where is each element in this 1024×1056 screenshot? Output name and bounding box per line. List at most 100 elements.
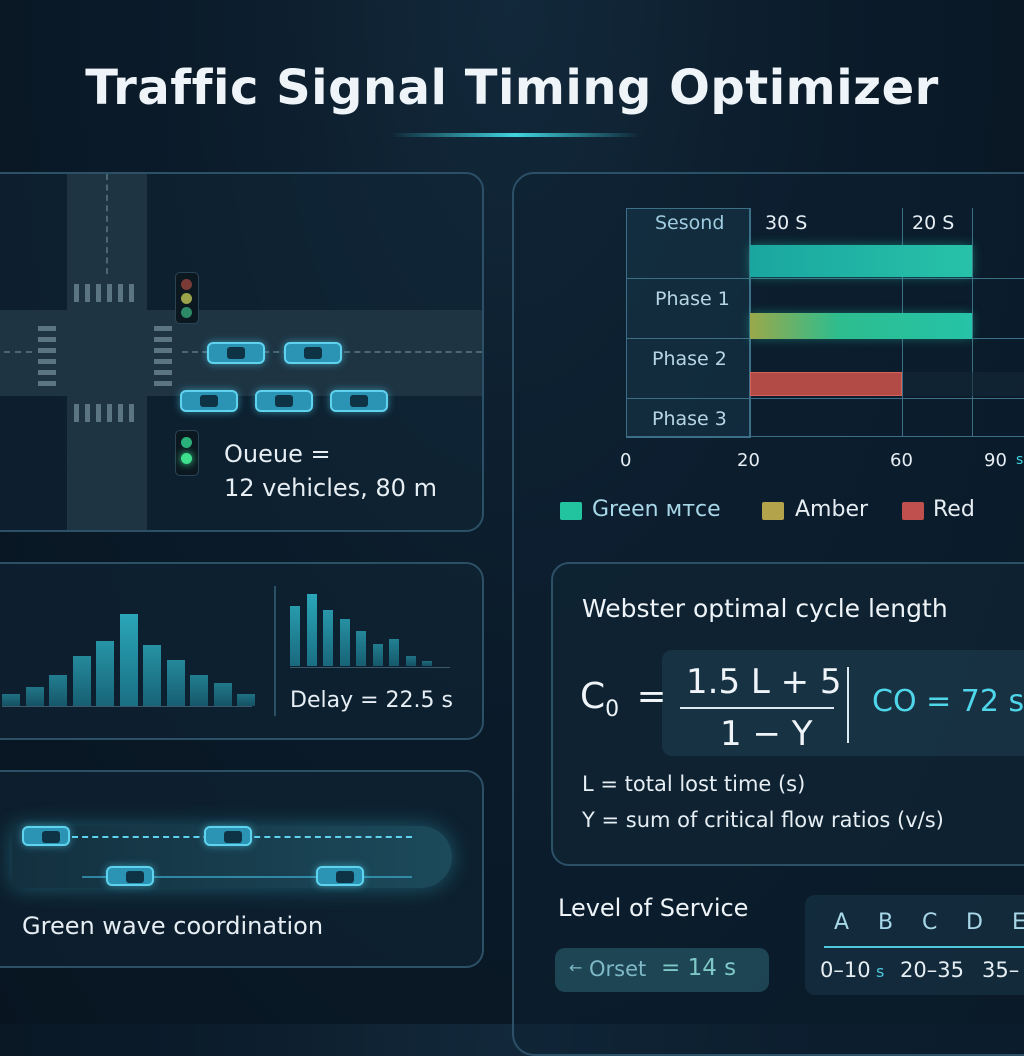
histogram-bar — [166, 660, 185, 706]
formula-equals: = — [636, 676, 667, 717]
formula-denominator: 1 − Y — [720, 714, 813, 754]
intersection-panel: Oueue = 12 vehicles, 80 m — [0, 172, 484, 532]
histogram-bar — [25, 687, 44, 706]
los-range: 35– — [982, 958, 1020, 982]
car-icon — [330, 390, 388, 412]
crosswalk-south — [74, 404, 140, 422]
axis-unit: s — [1016, 452, 1024, 468]
car-icon — [106, 866, 154, 886]
car-icon — [207, 342, 265, 364]
delay-panel: Delay = 22.5 s — [0, 562, 484, 740]
formula-c: C — [580, 676, 606, 717]
car-icon — [316, 866, 364, 886]
queue-value: 12 vehicles, 80 m — [224, 474, 437, 502]
histogram-baseline — [290, 667, 450, 668]
los-grade: E — [1012, 910, 1024, 935]
axis-tick: 20 — [737, 450, 760, 471]
definition-Y: Y = sum of critical flow ratios (v/s) — [582, 808, 944, 832]
histogram-bar — [339, 619, 350, 666]
green-lamp — [181, 437, 192, 448]
histogram-bar — [49, 675, 67, 706]
crosswalk-east — [154, 320, 172, 386]
histogram-bar — [143, 645, 161, 706]
axis-tick: 60 — [890, 450, 913, 471]
phase-2-label: Phase 2 — [652, 348, 727, 370]
fraction-bar — [680, 707, 834, 709]
webster-heading: Webster optimal cycle length — [582, 594, 948, 623]
car-icon — [255, 390, 313, 412]
phase-3-label: Phase 3 — [652, 408, 727, 430]
lane-marking — [0, 351, 32, 353]
header-label: Sesond — [655, 212, 725, 234]
definition-L: L = total lost time (s) — [582, 772, 806, 796]
histogram-bar — [306, 594, 317, 666]
histogram-bar — [372, 644, 383, 666]
legend-swatch-red — [902, 502, 924, 520]
histogram-bar — [72, 656, 91, 706]
phase-1-label: Phase 1 — [655, 288, 730, 310]
axis-tick: 90 — [984, 450, 1007, 471]
cycle-result: CO = 72 s — [872, 684, 1024, 719]
legend-red-label: Red — [933, 497, 975, 522]
histogram-bar — [237, 694, 255, 706]
formula-divider — [847, 667, 849, 743]
legend-green-label: Green мтсе — [592, 497, 721, 522]
traffic-signal-icon — [175, 272, 199, 324]
car-icon — [22, 826, 70, 846]
crosswalk-west — [38, 320, 56, 386]
legend-swatch-green — [560, 502, 582, 520]
webster-panel — [551, 562, 1024, 866]
los-grade: C — [922, 910, 938, 935]
traffic-signal-icon — [175, 430, 199, 476]
left-arrow-icon: ← — [569, 958, 583, 977]
histogram-bar — [389, 639, 399, 666]
legend-amber-label: Amber — [795, 497, 869, 522]
legend-swatch-amber — [762, 502, 784, 520]
axis-tick: 0 — [620, 450, 632, 471]
histogram-bar — [2, 694, 20, 706]
histogram-bar — [290, 606, 300, 666]
los-grade: A — [834, 910, 850, 935]
lane-marking — [106, 174, 108, 274]
formula-lhs: C0 = — [580, 676, 667, 722]
histogram-bar — [323, 610, 333, 666]
formula-subscript: 0 — [605, 697, 620, 723]
histogram-bar — [422, 661, 432, 666]
red-lamp — [181, 279, 192, 290]
header-20s: 20 S — [912, 212, 955, 234]
green-wave-panel: Green wave coordination — [0, 770, 484, 968]
header-30s: 30 S — [765, 212, 808, 234]
los-heading: Level of Service — [558, 894, 749, 922]
car-icon — [180, 390, 238, 412]
divider — [274, 586, 276, 716]
los-range: 0–10 — [820, 958, 871, 982]
formula-box — [662, 650, 1024, 756]
los-table-line — [824, 946, 1024, 948]
queue-label: Oueue = — [224, 440, 331, 468]
los-grade: B — [878, 910, 894, 935]
title-underline — [390, 133, 640, 137]
histogram-bar — [405, 656, 416, 666]
histogram-bar — [96, 641, 114, 706]
histogram-bar — [190, 675, 208, 706]
crosswalk-north — [74, 284, 140, 302]
yellow-lamp — [181, 293, 192, 304]
delay-histogram-right — [290, 594, 450, 666]
los-range-unit: s — [876, 962, 885, 981]
histogram-baseline — [2, 706, 252, 707]
car-icon — [284, 342, 342, 364]
green-lamp — [181, 453, 192, 464]
formula-numerator: 1.5 L + 5 — [686, 662, 842, 702]
offset-label: Orset — [589, 957, 647, 981]
los-grade: D — [966, 910, 983, 935]
car-icon — [204, 826, 252, 846]
los-range: 20–35 — [900, 958, 964, 982]
offset-pill[interactable]: ← Orset = 14 s — [555, 948, 769, 992]
green-wave-label: Green wave coordination — [22, 912, 324, 940]
delay-value: Delay = 22.5 s — [290, 688, 453, 713]
offset-value: = 14 s — [661, 955, 737, 981]
page-title: Traffic Signal Timing Optimizer — [85, 60, 939, 116]
delay-histogram-left — [2, 614, 255, 706]
histogram-bar — [213, 683, 232, 706]
los-table — [805, 895, 1024, 995]
